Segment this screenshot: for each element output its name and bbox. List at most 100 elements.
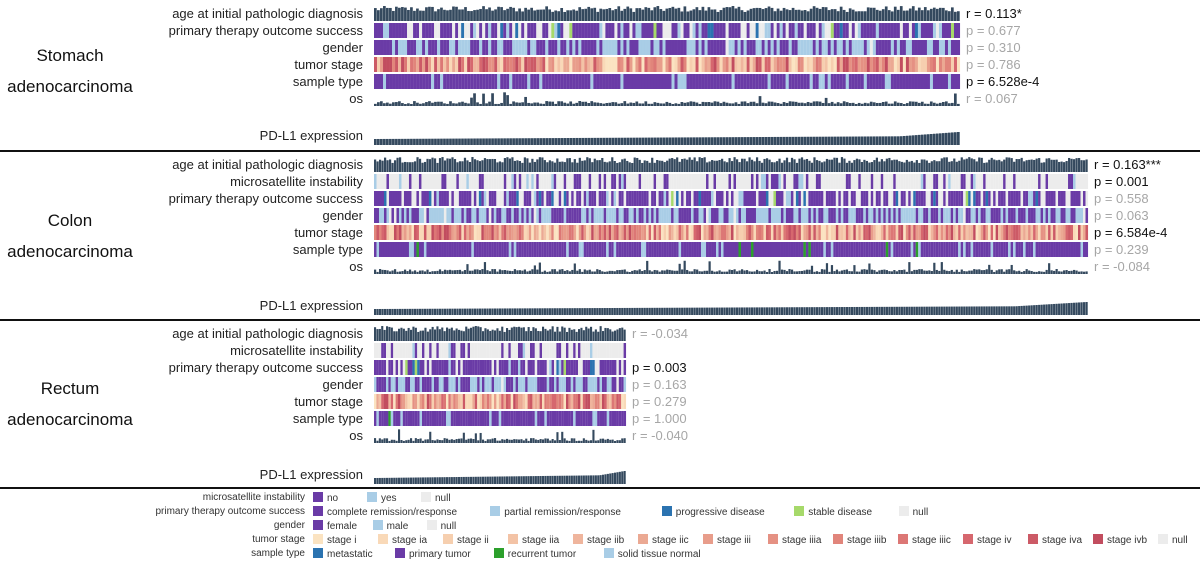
legend-item: stage iia [508,534,559,547]
age-bar [578,7,582,21]
os-bar [393,439,396,443]
pdl1-bar [932,133,936,145]
pdl1-bar [851,136,855,145]
gender-cell [797,40,801,55]
pdl1-bar [740,137,744,145]
sample-cell [592,411,595,426]
pdl1-bar [696,307,699,315]
legend-swatch [313,492,323,502]
legend-swatch [768,534,778,544]
gender-cell [476,208,479,223]
msi-cell [426,174,429,189]
pdl1-bar [506,476,509,484]
outcome-cell [985,191,989,206]
stage-cell [524,57,528,72]
sample-cell [815,242,819,257]
stage-cell [893,57,897,72]
age-bar [947,11,951,21]
pdl1-bar [422,138,425,145]
sample-cell [839,74,843,89]
pdl1-bar [850,306,854,315]
legend-item: stage iiic [898,534,951,547]
stage-cell [1003,225,1006,240]
sample-cell [638,74,642,89]
msi-cell [558,174,562,189]
age-bar [508,158,512,172]
gender-cell [483,208,487,223]
gender-cell [785,208,789,223]
outcome-cell [443,360,447,375]
stage-cell [888,225,891,240]
os-bar [752,101,756,106]
sample-cell [578,74,582,89]
sample-cell [738,242,742,257]
os-bar [677,103,681,106]
sample-cell [464,74,468,89]
gender-cell [401,208,405,223]
msi-cell [483,174,487,189]
gender-cell [479,377,483,392]
stage-cell [532,394,535,409]
stage-cell [719,57,723,72]
pdl1-bar [1015,306,1018,315]
pdl1-bar [620,137,624,145]
outcome-cell [568,360,571,375]
msi-cell [681,174,684,189]
sample-cell [948,242,951,257]
stage-cell [587,57,591,72]
pdl1-bar [621,471,624,484]
legend-item: stage iva [1028,534,1082,547]
age-bar [406,162,409,172]
pdl1-label: PD-L1 expression [259,298,363,313]
os-bar [497,103,500,106]
pdl1-bar [843,307,846,315]
sample-cell [381,242,385,257]
gender-cell [761,40,765,55]
sample-cell [905,242,909,257]
age-bar [422,330,425,341]
os-bar [1043,271,1046,274]
gender-cell [1030,208,1034,223]
pdl1-bar [451,308,454,315]
sample-cell [583,242,587,257]
age-bar [953,11,957,21]
sample-cell [623,74,627,89]
outcome-cell [572,23,576,38]
outcome-cell [858,191,861,206]
stage-cell [828,225,831,240]
outcome-cell [764,23,768,38]
outcome-cell [518,191,522,206]
os-bar [785,102,789,106]
age-bar [497,6,500,21]
msi-cell [411,174,414,189]
outcome-cell [740,191,744,206]
sample-cell [888,242,891,257]
stage-cell [575,394,579,409]
os-bar [467,438,470,443]
os-bar [853,265,856,274]
sample-cell [840,242,844,257]
outcome-cell [793,191,796,206]
sample-cell [623,242,627,257]
pdl1-bar [755,307,759,315]
age-bar [1028,159,1031,172]
age-bar [1003,159,1006,172]
outcome-cell [598,191,602,206]
pdl1-bar [578,475,581,484]
sample-cell [818,74,822,89]
age-bar [395,6,398,21]
msi-cell [413,174,417,189]
os-bar [860,103,864,106]
msi-cell [1005,174,1009,189]
outcome-cell [594,360,598,375]
pdl1-bar [412,477,415,484]
stage-cell [711,225,714,240]
age-bar [686,11,690,21]
sample-cell [482,411,485,426]
pdl1-bar [578,137,582,145]
track-label: sample type [292,242,363,257]
pdl1-bar [386,308,389,315]
sample-cell [896,74,900,89]
gender-cell [494,40,498,55]
stage-cell [424,394,427,409]
